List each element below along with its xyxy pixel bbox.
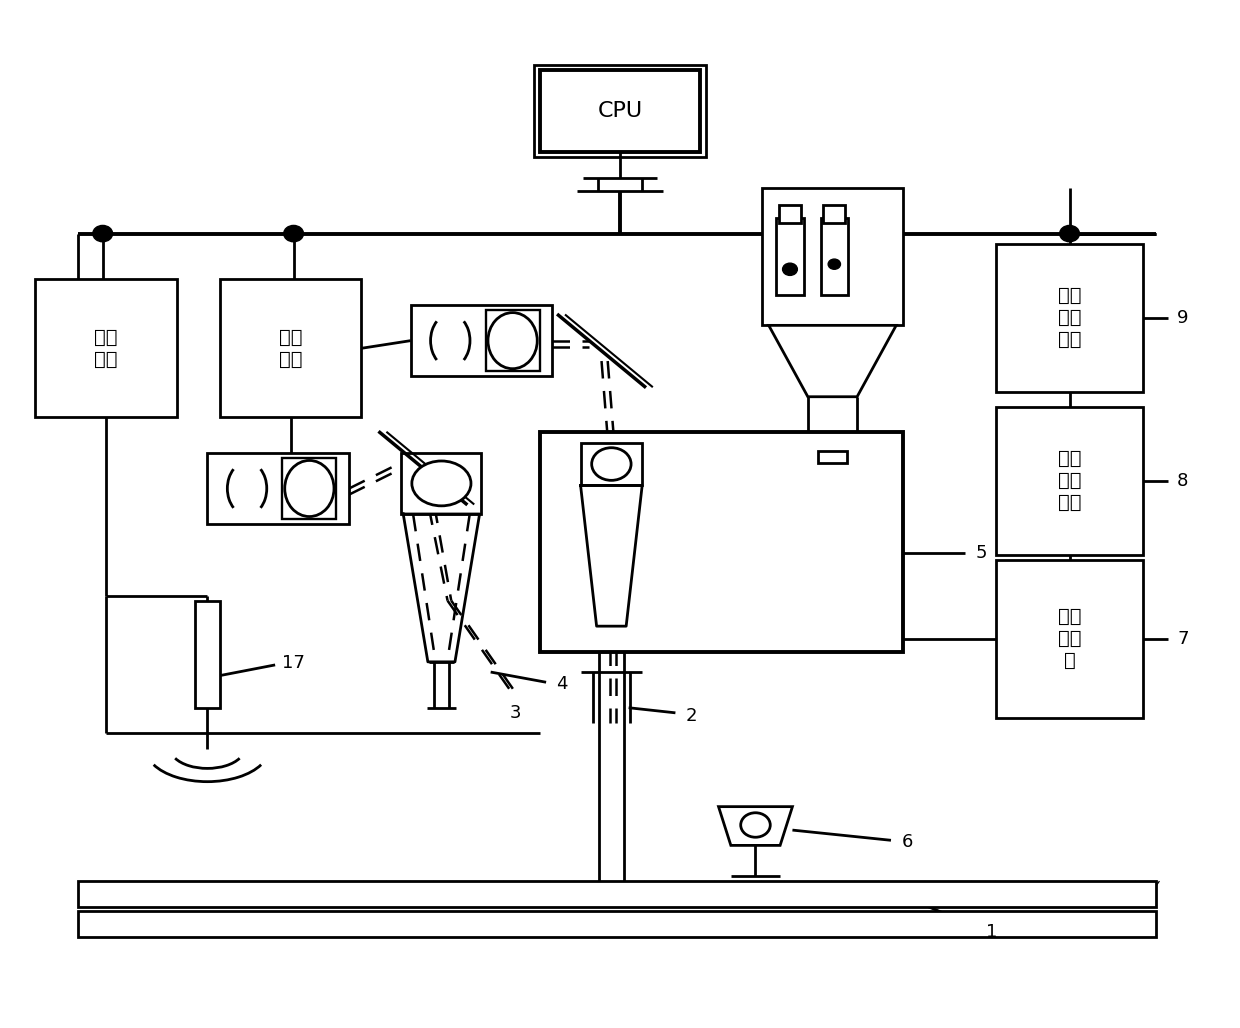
FancyBboxPatch shape [35, 280, 176, 417]
FancyBboxPatch shape [207, 452, 348, 524]
FancyBboxPatch shape [821, 218, 848, 295]
FancyBboxPatch shape [779, 205, 801, 223]
FancyBboxPatch shape [402, 452, 481, 514]
Text: 3: 3 [510, 704, 521, 722]
Circle shape [828, 259, 841, 269]
FancyBboxPatch shape [761, 188, 903, 325]
FancyBboxPatch shape [996, 244, 1143, 392]
FancyBboxPatch shape [539, 71, 701, 152]
FancyBboxPatch shape [776, 218, 804, 295]
Circle shape [284, 225, 304, 242]
Text: 7: 7 [1177, 630, 1189, 648]
Text: CPU: CPU [598, 101, 642, 121]
Text: 检测
系统: 检测 系统 [94, 328, 118, 369]
Text: 应力
仿真
模块: 应力 仿真 模块 [1058, 449, 1081, 512]
Text: 5: 5 [975, 544, 987, 562]
Text: 1: 1 [986, 923, 998, 941]
FancyBboxPatch shape [823, 205, 846, 223]
Text: 4: 4 [557, 675, 568, 693]
Text: 温度
控制
器: 温度 控制 器 [1058, 608, 1081, 670]
Ellipse shape [285, 461, 334, 516]
FancyBboxPatch shape [219, 280, 361, 417]
Ellipse shape [591, 448, 631, 480]
Text: 激光
系统: 激光 系统 [279, 328, 303, 369]
Text: 6: 6 [901, 834, 913, 851]
Text: 应力
检测
模块: 应力 检测 模块 [1058, 286, 1081, 350]
Text: 9: 9 [1177, 308, 1189, 327]
Ellipse shape [412, 461, 471, 506]
Circle shape [1060, 225, 1079, 242]
Polygon shape [718, 807, 792, 845]
FancyBboxPatch shape [78, 881, 1156, 907]
FancyBboxPatch shape [78, 911, 1156, 938]
FancyBboxPatch shape [539, 433, 903, 652]
Ellipse shape [489, 313, 537, 369]
FancyBboxPatch shape [410, 305, 552, 376]
Text: 2: 2 [686, 707, 697, 725]
FancyBboxPatch shape [817, 451, 847, 463]
Circle shape [93, 225, 113, 242]
Circle shape [782, 263, 797, 276]
Text: 8: 8 [1177, 472, 1189, 490]
Polygon shape [769, 325, 897, 397]
Circle shape [740, 813, 770, 837]
FancyBboxPatch shape [580, 443, 642, 485]
FancyBboxPatch shape [996, 560, 1143, 718]
Text: 17: 17 [283, 654, 305, 671]
FancyBboxPatch shape [195, 600, 219, 707]
FancyBboxPatch shape [996, 407, 1143, 555]
